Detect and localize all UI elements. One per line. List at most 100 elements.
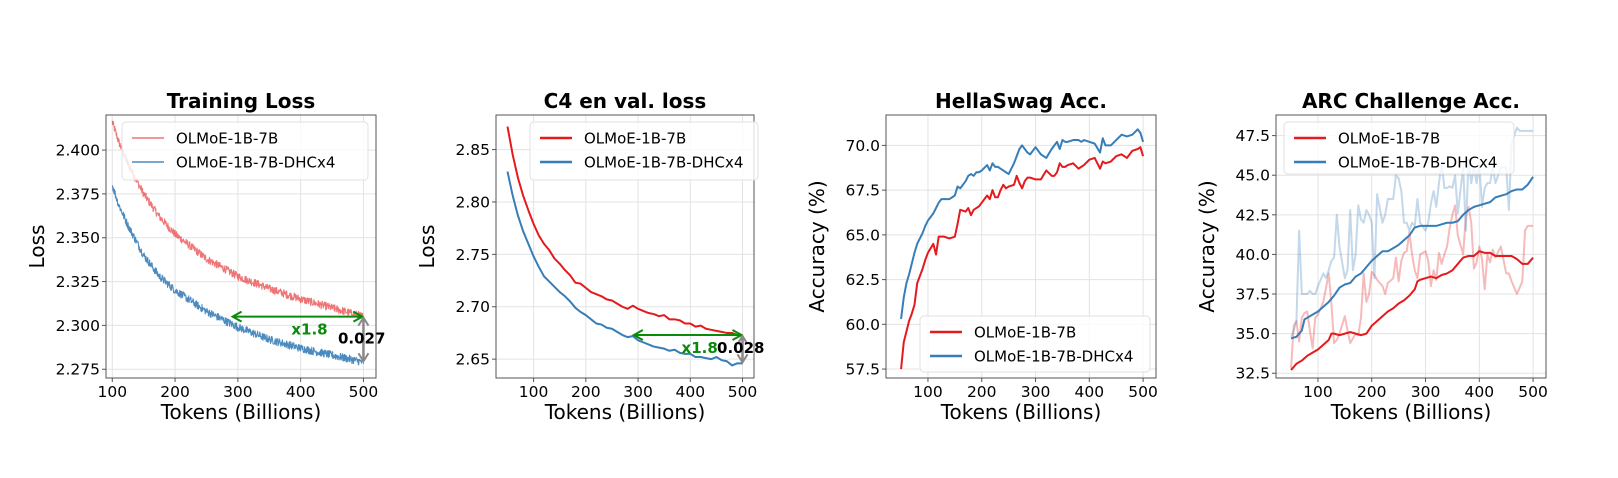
- series-group: [506, 126, 743, 367]
- chart-panel-2: x1.8 0.028 100 200 300 400 500 2.65 2.70 2.75 2.80…: [415, 89, 765, 424]
- x-tick-label: 300: [223, 383, 253, 401]
- series-line-olmoe-1b-7b: [506, 126, 743, 337]
- y-axis-label: Loss: [25, 225, 49, 269]
- speedup-arrow: x1.8: [230, 310, 365, 339]
- arrow-head-right-icon: [732, 329, 744, 341]
- legend-box: [529, 121, 759, 181]
- y-tick-label: 65.0: [845, 226, 880, 244]
- x-tick-label: 400: [286, 383, 316, 401]
- y-tick-label: 70.0: [845, 137, 880, 155]
- x-tick-label: 400: [675, 383, 705, 401]
- series-line-olmoe-1b-7b-dhcx4: [900, 128, 1145, 320]
- series-group: [900, 128, 1145, 370]
- y-tick-label: 2.300: [56, 317, 100, 335]
- y-tick-label: 37.5: [1235, 286, 1270, 304]
- y-tick-label: 2.325: [56, 273, 100, 291]
- y-tick-label: 2.275: [56, 361, 100, 379]
- y-axis-label: Loss: [415, 225, 439, 269]
- x-axis-label: Tokens (Billions): [544, 400, 706, 424]
- y-tick-label: 2.400: [56, 142, 100, 160]
- arrow-head-left-icon: [230, 310, 243, 323]
- loss-gap-label: 0.028: [717, 339, 764, 357]
- y-tick-label: 2.70: [455, 298, 490, 316]
- x-tick-label: 500: [1128, 383, 1158, 401]
- y-tick-label: 47.5: [1235, 127, 1270, 145]
- arrow-head-up-icon: [736, 334, 749, 345]
- plot-frame: [495, 114, 755, 379]
- legend-label: OLMoE-1B-7B-DHCx4: [974, 348, 1133, 366]
- legend-label: OLMoE-1B-7B: [974, 324, 1076, 342]
- arrow-head-down-icon: [357, 352, 370, 364]
- series-group: [111, 120, 364, 366]
- chart-panel-1: x1.8 0.027 100 200 300 400 500 2.275 2.300 2.325 2…: [25, 89, 385, 424]
- x-axis-label: Tokens (Billions): [160, 400, 322, 424]
- speedup-label: x1.8: [291, 321, 327, 339]
- y-tick-label: 2.80: [455, 193, 490, 211]
- x-tick-label: 100: [913, 383, 943, 401]
- y-tick-label: 2.75: [455, 246, 490, 264]
- y-tick-label: 45.0: [1235, 167, 1270, 185]
- y-tick-label: 67.5: [845, 182, 880, 200]
- x-tick-label: 300: [1021, 383, 1051, 401]
- y-tick-label: 57.5: [845, 361, 880, 379]
- speedup-arrow: x1.8: [631, 329, 744, 357]
- x-tick-label: 400: [1465, 383, 1495, 401]
- y-tick-label: 2.375: [56, 185, 100, 203]
- legend-box: [1283, 121, 1515, 175]
- y-tick-label: 35.0: [1235, 325, 1270, 343]
- x-tick-label: 300: [623, 383, 653, 401]
- y-tick-label: 60.0: [845, 316, 880, 334]
- loss-gap-arrow: 0.028: [717, 334, 765, 365]
- x-tick-label: 300: [1411, 383, 1441, 401]
- chart-title: C4 en val. loss: [544, 89, 707, 113]
- y-tick-label: 2.65: [455, 351, 490, 369]
- arrow-head-down-icon: [736, 353, 749, 365]
- chart-panel-3: 100 200 300 400 500 57.5 60.0 62.5 65.0 67.5 70.0 H…: [805, 89, 1158, 424]
- y-tick-label: 2.85: [455, 141, 490, 159]
- legend-label: OLMoE-1B-7B-DHCx4: [584, 154, 743, 172]
- y-tick-label: 42.5: [1235, 206, 1270, 224]
- chart-title: Training Loss: [167, 89, 316, 113]
- x-tick-label: 100: [97, 383, 127, 401]
- legend-label: OLMoE-1B-7B: [1338, 130, 1440, 148]
- legend-label: OLMoE-1B-7B-DHCx4: [1338, 154, 1497, 172]
- x-tick-label: 400: [1075, 383, 1105, 401]
- x-axis-label: Tokens (Billions): [940, 400, 1102, 424]
- loss-gap-arrow: 0.027: [338, 315, 385, 364]
- x-tick-label: 500: [349, 383, 379, 401]
- arrow-head-left-icon: [631, 329, 644, 341]
- plot-frame: [1275, 114, 1547, 379]
- x-tick-label: 200: [1357, 383, 1387, 401]
- loss-gap-label: 0.027: [338, 329, 385, 347]
- series-line-olmoe-1b-7b-dhcx4: [506, 171, 743, 367]
- y-tick-label: 40.0: [1235, 246, 1270, 264]
- legend: OLMoE-1B-7B OLMoE-1B-7B-DHCx4: [529, 121, 759, 181]
- series-line-olmoe-1b-7b: [1290, 250, 1534, 371]
- legend-box: [121, 121, 369, 181]
- chart-title: HellaSwag Acc.: [935, 89, 1107, 113]
- x-axis-label: Tokens (Billions): [1330, 400, 1492, 424]
- series-line-olmoe-1b-7b-dhcx4: [111, 185, 364, 366]
- chart-title: ARC Challenge Acc.: [1302, 89, 1520, 113]
- x-tick-label: 200: [571, 383, 601, 401]
- series-line-olmoe-1b-7b: [111, 120, 364, 322]
- legend-label: OLMoE-1B-7B-DHCx4: [176, 154, 335, 172]
- x-tick-label: 100: [1303, 383, 1333, 401]
- x-tick-label: 500: [728, 383, 758, 401]
- y-axis-label: Accuracy (%): [1195, 180, 1219, 312]
- x-tick-label: 100: [519, 383, 549, 401]
- arrow-head-right-icon: [352, 310, 365, 323]
- series-group: [1290, 126, 1534, 371]
- x-tick-label: 200: [967, 383, 997, 401]
- speedup-label: x1.8: [682, 339, 718, 357]
- arrow-head-up-icon: [357, 315, 370, 327]
- series-line-olmoe-1b-7b-raw-: [1290, 204, 1534, 369]
- legend: OLMoE-1B-7B OLMoE-1B-7B-DHCx4: [919, 315, 1151, 373]
- y-tick-label: 2.350: [56, 229, 100, 247]
- x-tick-label: 500: [1518, 383, 1548, 401]
- x-tick-label: 200: [160, 383, 190, 401]
- plot-frame: [105, 114, 377, 379]
- legend: OLMoE-1B-7B OLMoE-1B-7B-DHCx4: [121, 121, 369, 181]
- y-tick-label: 62.5: [845, 271, 880, 289]
